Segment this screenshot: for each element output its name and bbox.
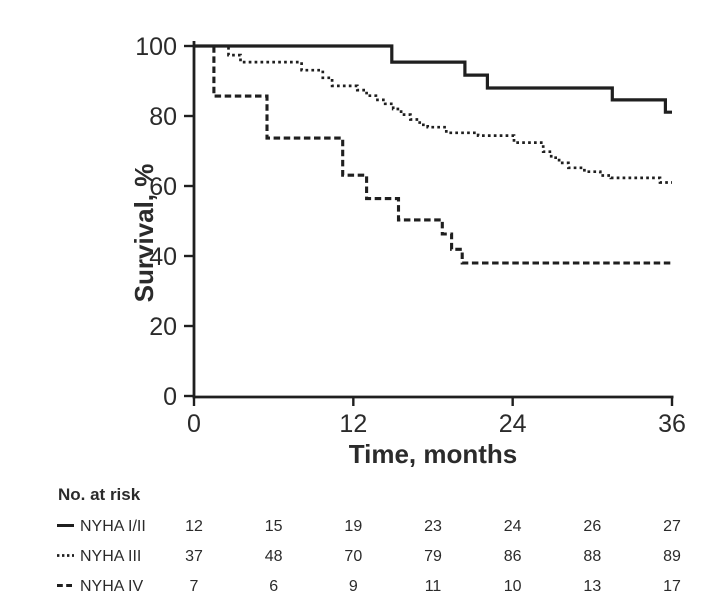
risk-count: 88: [583, 548, 601, 565]
y-tick-label: 40: [149, 243, 177, 271]
risk-count: 37: [185, 548, 203, 565]
risk-count: 27: [663, 518, 681, 535]
risk-count: 24: [504, 518, 522, 535]
risk-count: 7: [190, 578, 199, 595]
y-tick-label: 20: [149, 313, 177, 341]
y-tick-label: 60: [149, 173, 177, 201]
survival-curve-nyha-iii: [194, 44, 672, 184]
risk-count: 26: [583, 518, 601, 535]
risk-row-label: NYHA I/II: [80, 518, 146, 535]
risk-count: 11: [425, 578, 442, 595]
risk-count: 23: [424, 518, 442, 535]
risk-count: 6: [269, 578, 278, 595]
risk-count: 15: [265, 518, 283, 535]
risk-count: 89: [663, 548, 681, 565]
x-tick-label: 36: [658, 410, 686, 438]
number-at-risk-table: No. at risk NYHA I/II 12 15 19 23 24 26 27NYHA …: [57, 485, 681, 595]
risk-count: 12: [185, 518, 203, 535]
y-tick-label: 80: [149, 103, 177, 131]
risk-table-row: NYHA III 37 48 70 79 86 88 89: [57, 548, 681, 565]
risk-count: 9: [349, 578, 358, 595]
risk-count: 13: [583, 578, 601, 595]
risk-table-row: NYHA IV 7 6 9 11 10 13 17: [57, 578, 681, 595]
x-tick-label: 24: [499, 410, 527, 438]
survival-curves: [194, 44, 672, 265]
risk-table-title: No. at risk: [58, 485, 141, 504]
risk-count: 19: [344, 518, 362, 535]
y-tick-label: 100: [135, 33, 177, 61]
x-tick-label: 0: [187, 410, 201, 438]
risk-table-row: NYHA I/II 12 15 19 23 24 26 27: [57, 518, 681, 535]
survival-curve-nyha-i-ii: [194, 44, 672, 114]
axes: 100 80 60 40 20 00 12 24 36: [135, 33, 686, 438]
risk-row-label: NYHA IV: [80, 578, 143, 595]
x-tick-label: 12: [339, 410, 367, 438]
risk-count: 79: [424, 548, 442, 565]
risk-count: 70: [344, 548, 362, 565]
risk-count: 10: [504, 578, 522, 595]
risk-row-label: NYHA III: [80, 548, 141, 565]
survival-curve-nyha-iv: [194, 44, 672, 265]
x-axis-title: Time, months: [349, 439, 518, 469]
risk-count: 48: [265, 548, 283, 565]
risk-count: 86: [504, 548, 522, 565]
risk-count: 17: [663, 578, 681, 595]
y-axis-title: Survival, %: [129, 164, 159, 303]
y-tick-label: 0: [163, 383, 177, 411]
